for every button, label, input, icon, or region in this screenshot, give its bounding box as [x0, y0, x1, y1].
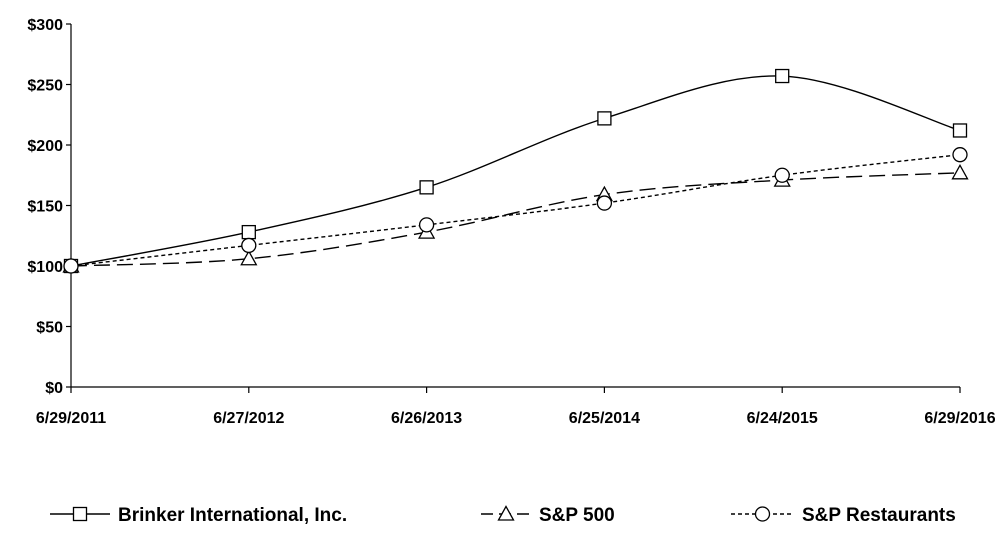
legend-item-brinker-international-inc: Brinker International, Inc. [50, 505, 347, 526]
x-tick-label: 6/27/2012 [213, 410, 284, 427]
square-marker [775, 68, 790, 84]
legend: Brinker International, Inc. S&P 500 S&P Re… [50, 505, 956, 526]
ticks: $0 $50 $100 $150 $200 $250 $300 6/29/2011 6/27/2… [27, 17, 995, 427]
legend-item-s-p-restaurants: S&P Restaurants [731, 505, 956, 526]
legend-circle-marker [754, 506, 771, 522]
legend-item-s-p-500: S&P 500 [481, 505, 615, 526]
circle-marker [774, 167, 790, 183]
circle-marker [63, 258, 79, 274]
circle-marker [418, 217, 435, 233]
legend-label: S&P Restaurants [802, 505, 956, 526]
x-tick-label: 6/25/2014 [569, 410, 640, 427]
legend-triangle-marker [497, 505, 515, 521]
x-tick-label: 6/24/2015 [747, 410, 818, 427]
series-s-p-restaurants [63, 147, 968, 274]
y-tick-label: $250 [27, 78, 63, 95]
square-marker [241, 224, 256, 240]
legend-label: S&P 500 [539, 505, 615, 526]
x-tick-label: 6/26/2013 [391, 410, 462, 427]
circle-marker [241, 237, 257, 254]
y-tick-label: $100 [27, 259, 63, 276]
series-brinker-international-inc [63, 68, 968, 274]
x-tick-label: 6/29/2011 [36, 410, 106, 427]
y-tick-label: $0 [45, 380, 63, 397]
series-line-s-p-500 [70, 172, 961, 267]
y-tick-label: $200 [27, 138, 63, 155]
square-marker [597, 111, 612, 126]
y-tick-label: $300 [27, 17, 63, 34]
series-layer [62, 68, 969, 274]
x-tick-label: 6/29/2016 [924, 410, 995, 427]
series-line-brinker-international-inc [70, 75, 961, 267]
y-tick-label: $50 [36, 320, 63, 337]
legend-square-marker [72, 506, 88, 522]
triangle-marker [240, 249, 258, 266]
circle-marker [952, 147, 968, 163]
y-tick-label: $150 [27, 199, 63, 216]
square-marker [952, 123, 968, 138]
series-line-s-p-restaurants [70, 153, 961, 267]
legend-label: Brinker International, Inc. [118, 505, 347, 526]
series-s-p-500 [62, 163, 969, 273]
square-marker [419, 180, 434, 195]
circle-marker [596, 195, 613, 211]
axes [70, 24, 960, 388]
triangle-marker [951, 163, 969, 180]
